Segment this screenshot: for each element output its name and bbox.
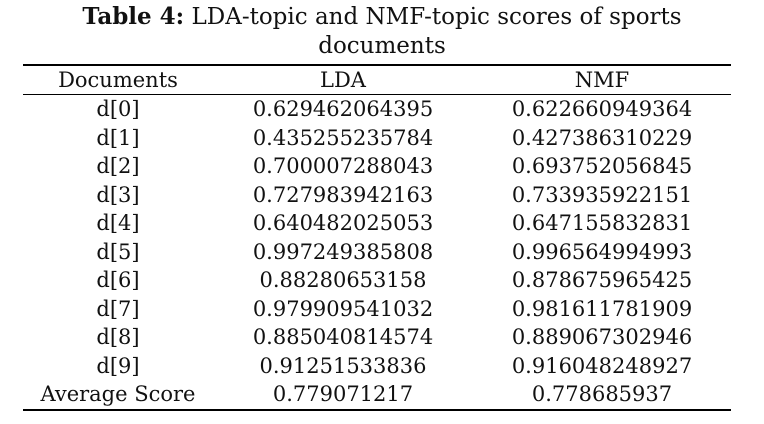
table-row: d[3] 0.727983942163 0.733935922151 xyxy=(23,181,731,210)
lda-score-cell: 0.88280653158 xyxy=(259,268,427,293)
document-cell: d[3] xyxy=(96,182,140,207)
table-row: d[5] 0.997249385808 0.996564994993 xyxy=(23,238,731,267)
nmf-score-cell: 0.981611781909 xyxy=(511,296,693,321)
nmf-score-cell: 0.647155832831 xyxy=(511,211,693,236)
nmf-score-cell: 0.622660949364 xyxy=(511,97,693,122)
average-lda-score: 0.779071217 xyxy=(213,380,473,411)
document-cell: d[5] xyxy=(96,239,140,264)
lda-score-cell: 0.640482025053 xyxy=(252,211,434,236)
lda-score-cell: 0.629462064395 xyxy=(252,97,434,122)
nmf-score-cell: 0.889067302946 xyxy=(511,325,693,350)
header-nmf: NMF xyxy=(473,64,731,95)
document-cell: d[4] xyxy=(96,211,140,236)
caption-label: Table 4: xyxy=(82,3,185,30)
document-cell: d[1] xyxy=(96,125,140,150)
lda-score-cell: 0.91251533836 xyxy=(259,353,427,378)
average-score-row: Average Score 0.779071217 0.778685937 xyxy=(23,380,731,411)
nmf-score-cell: 0.916048248927 xyxy=(511,353,693,378)
table-row: d[4] 0.640482025053 0.647155832831 xyxy=(23,209,731,238)
lda-score-cell: 0.997249385808 xyxy=(252,239,434,264)
average-nmf-score: 0.778685937 xyxy=(473,380,731,411)
document-cell: d[6] xyxy=(96,268,140,293)
table-row: d[1] 0.435255235784 0.427386310229 xyxy=(23,124,731,153)
scores-table: Documents LDA NMF d[0] 0.629462064395 0.… xyxy=(23,64,731,411)
lda-score-cell: 0.700007288043 xyxy=(252,154,434,179)
table-header-row: Documents LDA NMF xyxy=(23,64,731,95)
header-documents: Documents xyxy=(23,64,213,95)
document-cell: d[8] xyxy=(96,325,140,350)
nmf-score-cell: 0.427386310229 xyxy=(511,125,693,150)
scores-table-container: Documents LDA NMF d[0] 0.629462064395 0.… xyxy=(23,64,731,411)
nmf-score-cell: 0.878675965425 xyxy=(511,268,693,293)
lda-score-cell: 0.979909541032 xyxy=(252,296,434,321)
document-cell: d[2] xyxy=(96,154,140,179)
table-row: d[2] 0.700007288043 0.693752056845 xyxy=(23,152,731,181)
nmf-score-cell: 0.693752056845 xyxy=(511,154,693,179)
table-row: d[6] 0.88280653158 0.878675965425 xyxy=(23,266,731,295)
document-cell: d[9] xyxy=(96,353,140,378)
table-row: d[9] 0.91251533836 0.916048248927 xyxy=(23,352,731,381)
caption-text-line2: documents xyxy=(318,33,446,59)
document-cell: d[7] xyxy=(96,296,140,321)
nmf-score-cell: 0.733935922151 xyxy=(511,182,693,207)
table-row: d[8] 0.885040814574 0.889067302946 xyxy=(23,323,731,352)
lda-score-cell: 0.727983942163 xyxy=(252,182,434,207)
document-cell: d[0] xyxy=(96,97,140,122)
table-caption: Table 4: LDA-topic and NMF-topic scores … xyxy=(0,2,764,61)
lda-score-cell: 0.885040814574 xyxy=(252,325,434,350)
header-lda: LDA xyxy=(213,64,473,95)
lda-score-cell: 0.435255235784 xyxy=(252,125,434,150)
caption-text-line1: LDA-topic and NMF-topic scores of sports xyxy=(191,4,682,30)
nmf-score-cell: 0.996564994993 xyxy=(511,239,693,264)
average-score-label: Average Score xyxy=(23,380,213,411)
table-row: d[7] 0.979909541032 0.981611781909 xyxy=(23,295,731,324)
table-row: d[0] 0.629462064395 0.622660949364 xyxy=(23,95,731,124)
